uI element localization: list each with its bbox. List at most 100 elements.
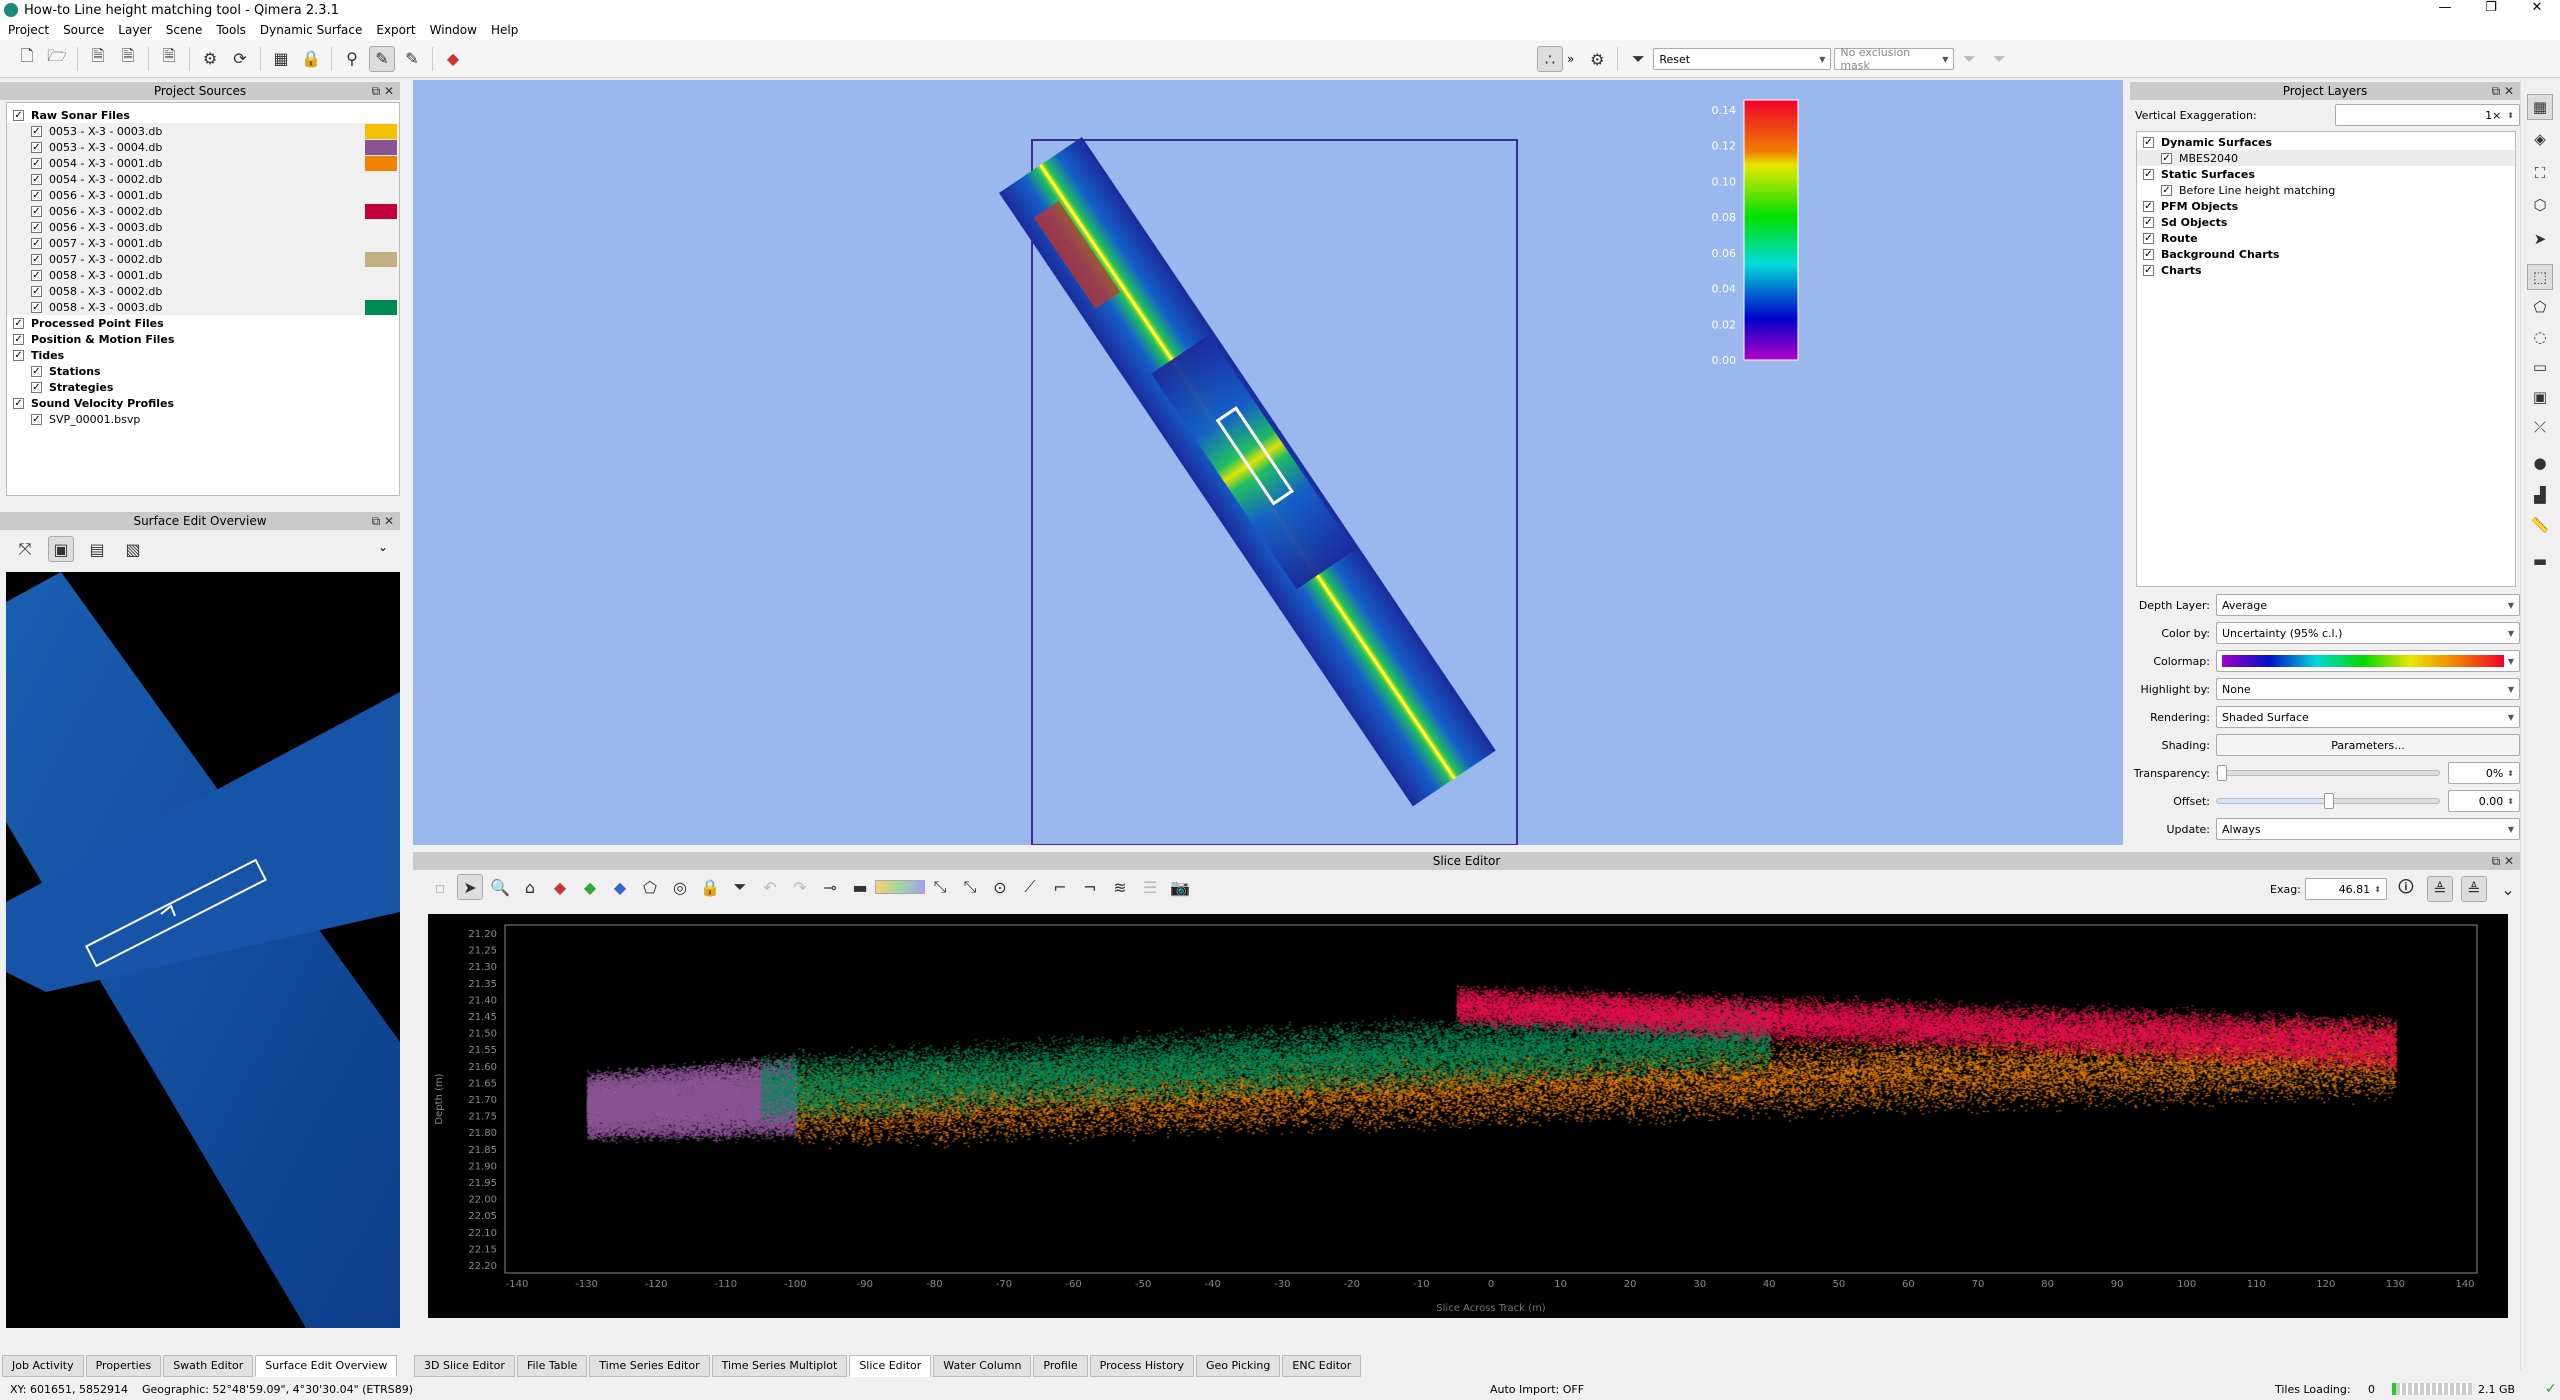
add-sonar-file-icon[interactable]: 🗎 bbox=[91, 46, 105, 65]
tree-position-motion-files[interactable]: ✓ Position & Motion Files bbox=[7, 331, 399, 347]
tree-sound-velocity-profiles[interactable]: ✓ Sound Velocity Profiles bbox=[7, 395, 399, 411]
menu-layer[interactable]: Layer bbox=[118, 23, 152, 37]
checkbox[interactable]: ✓ bbox=[31, 141, 42, 153]
exclusion-mask-select[interactable]: No exclusion mask ▼ bbox=[1834, 46, 1955, 72]
chevron-down-icon[interactable]: ⌄ bbox=[2501, 879, 2515, 899]
menu-window[interactable]: Window bbox=[429, 23, 477, 37]
surface-edit-icon[interactable]: ✎ bbox=[405, 49, 419, 68]
menu-source[interactable]: Source bbox=[63, 23, 105, 37]
tab-process-history[interactable]: Process History bbox=[1089, 1355, 1194, 1377]
menu-dynamic-surface[interactable]: Dynamic Surface bbox=[259, 23, 363, 37]
checkbox[interactable]: ✓ bbox=[13, 317, 24, 329]
zoom-box-icon[interactable]: ▣ bbox=[48, 536, 74, 562]
polygon-icon[interactable]: ⬠ bbox=[643, 877, 657, 897]
checkbox[interactable]: ✓ bbox=[31, 269, 42, 281]
measure-icon[interactable]: ⟋ bbox=[1024, 877, 1036, 896]
tab-swath-editor[interactable]: Swath Editor bbox=[163, 1355, 254, 1377]
add-points-file-icon[interactable]: 🗎 bbox=[121, 46, 135, 65]
tree-sonar-file[interactable]: ✓ 0056 - X-3 - 0003.db bbox=[7, 219, 399, 235]
layer-item[interactable]: ✓ Sd Objects bbox=[2137, 214, 2515, 230]
offset-input[interactable]: 0.00 ⬍ bbox=[2448, 790, 2520, 812]
delete-selection-icon[interactable]: ◆ bbox=[446, 49, 460, 68]
menu-tools[interactable]: Tools bbox=[216, 23, 246, 37]
checkbox[interactable]: ✓ bbox=[31, 125, 42, 137]
lasso-select-icon[interactable]: ◌ bbox=[2533, 328, 2547, 346]
layer-item[interactable]: ✓ Static Surfaces bbox=[2137, 166, 2515, 182]
tab-surface-edit-overview[interactable]: Surface Edit Overview bbox=[255, 1355, 398, 1377]
area-select-icon[interactable]: ▭ bbox=[2532, 358, 2548, 376]
checkbox[interactable]: ✓ bbox=[2161, 152, 2172, 164]
pointer-icon[interactable]: ➤ bbox=[2533, 230, 2547, 248]
tab-properties[interactable]: Properties bbox=[85, 1355, 162, 1377]
settings-gears-icon[interactable]: ⚙ bbox=[202, 49, 218, 68]
layer-item[interactable]: ✓ Dynamic Surfaces bbox=[2137, 134, 2515, 150]
checkbox[interactable]: ✓ bbox=[31, 301, 42, 313]
filter-icon[interactable]: ⏷ bbox=[1631, 49, 1645, 68]
checkbox[interactable]: ✓ bbox=[31, 189, 42, 201]
pan-icon[interactable]: ▤ bbox=[89, 539, 105, 559]
colormap-select[interactable]: ▼ bbox=[2216, 650, 2520, 672]
maximize-button[interactable]: ❐ bbox=[2485, 0, 2497, 15]
tab-slice-editor[interactable]: Slice Editor bbox=[849, 1355, 932, 1377]
point-cloud[interactable] bbox=[428, 914, 2508, 1318]
float-close-icons[interactable]: ⧉ ✕ bbox=[371, 84, 394, 98]
locked-surface-icon[interactable]: 🔒 bbox=[301, 49, 321, 68]
tree-sonar-file[interactable]: ✓ 0057 - X-3 - 0001.db bbox=[7, 235, 399, 251]
float-close-icons[interactable]: ⧉ ✕ bbox=[371, 514, 394, 528]
zoom-box-3d-icon[interactable]: ⬡ bbox=[2533, 196, 2547, 214]
minimize-button[interactable]: — bbox=[2438, 0, 2452, 15]
probe-icon[interactable]: ● bbox=[2533, 454, 2547, 472]
checkbox[interactable]: ✓ bbox=[31, 413, 42, 425]
list-icon[interactable]: ☰ bbox=[1142, 877, 1158, 897]
checkbox[interactable]: ✓ bbox=[13, 109, 24, 121]
flag-icon[interactable]: ◆ bbox=[613, 877, 627, 897]
menu-scene[interactable]: Scene bbox=[165, 23, 203, 37]
checkbox[interactable]: ✓ bbox=[31, 173, 42, 185]
highlight-select[interactable]: None ▼ bbox=[2216, 678, 2520, 700]
tree-sonar-file[interactable]: ✓ 0053 - X-3 - 0004.db bbox=[7, 139, 399, 155]
offset-slider[interactable] bbox=[2216, 793, 2440, 809]
auto-import-status[interactable]: Auto Import: OFF bbox=[1490, 1382, 1585, 1396]
gears-icon[interactable]: ⚙ bbox=[1590, 49, 1605, 69]
profile-icon[interactable]: ▟ bbox=[2534, 486, 2546, 504]
float-close-icons[interactable]: ⧉ ✕ bbox=[2491, 854, 2514, 868]
slice-plot[interactable]: 21.20 21.25 21.30 21.35 21.40 21.45 21.50 21.55… bbox=[428, 914, 2508, 1318]
layer-item[interactable]: ✓ Charts bbox=[2137, 262, 2515, 278]
zoom-extent-icon[interactable]: ⤧ bbox=[18, 539, 32, 558]
tab-water-column[interactable]: Water Column bbox=[933, 1355, 1032, 1377]
point-mode-icon[interactable]: ∴ bbox=[1537, 46, 1563, 72]
home-icon[interactable]: ⌂ bbox=[524, 877, 536, 897]
3d-scene-view[interactable]: 0.14 0.12 0.10 0.08 0.06 0.04 0.02 0.00 bbox=[413, 80, 2123, 845]
filter-mask-icon[interactable]: ⏷ bbox=[1962, 49, 1976, 68]
tree-strategies[interactable]: ✓ Strategies bbox=[7, 379, 399, 395]
open-project-icon[interactable]: 🗁 bbox=[47, 46, 67, 65]
filter-select[interactable]: Reset ▼ bbox=[1653, 48, 1832, 70]
slice-selection-box[interactable] bbox=[1215, 406, 1294, 506]
point-color-select[interactable] bbox=[875, 880, 925, 894]
checkbox[interactable]: ✓ bbox=[2161, 184, 2172, 196]
tab-time-series-multiplot[interactable]: Time Series Multiplot bbox=[711, 1355, 848, 1377]
redo-icon[interactable]: ↷ bbox=[793, 877, 807, 897]
undo-icon[interactable]: ↶ bbox=[763, 877, 777, 897]
chevron-down-icon[interactable]: ⌄ bbox=[378, 540, 389, 554]
layer-item[interactable]: ✓ Background Charts bbox=[2137, 246, 2515, 262]
reject-icon[interactable]: ◆ bbox=[553, 877, 567, 897]
checkbox[interactable]: ✓ bbox=[31, 157, 42, 169]
close-button[interactable]: ✕ bbox=[2531, 0, 2543, 15]
transparency-slider[interactable] bbox=[2216, 765, 2440, 781]
slider-handle[interactable] bbox=[2217, 765, 2227, 781]
shading-parameters-button[interactable]: Parameters... bbox=[2216, 734, 2520, 756]
rendering-select[interactable]: Shaded Surface ▼ bbox=[2216, 706, 2520, 728]
colormap-icon[interactable]: ▬ bbox=[2532, 552, 2548, 570]
float-close-icons[interactable]: ⧉ ✕ bbox=[2491, 84, 2514, 98]
layer-item[interactable]: ✓ Before Line height matching bbox=[2137, 182, 2515, 198]
tree-svp-file[interactable]: ✓ SVP_00001.bsvp bbox=[7, 411, 399, 427]
fit-icon[interactable]: ▧ bbox=[125, 539, 141, 559]
tree-sonar-file[interactable]: ✓ 0056 - X-3 - 0002.db bbox=[7, 203, 399, 219]
update-select[interactable]: Always ▼ bbox=[2216, 818, 2520, 840]
checkbox[interactable]: ✓ bbox=[31, 237, 42, 249]
new-project-icon[interactable]: 🗋 bbox=[20, 46, 34, 65]
tree-sonar-file[interactable]: ✓ 0056 - X-3 - 0001.db bbox=[7, 187, 399, 203]
tab-3d-slice-editor[interactable]: 3D Slice Editor bbox=[414, 1355, 515, 1377]
checkbox[interactable]: ✓ bbox=[2143, 232, 2154, 244]
